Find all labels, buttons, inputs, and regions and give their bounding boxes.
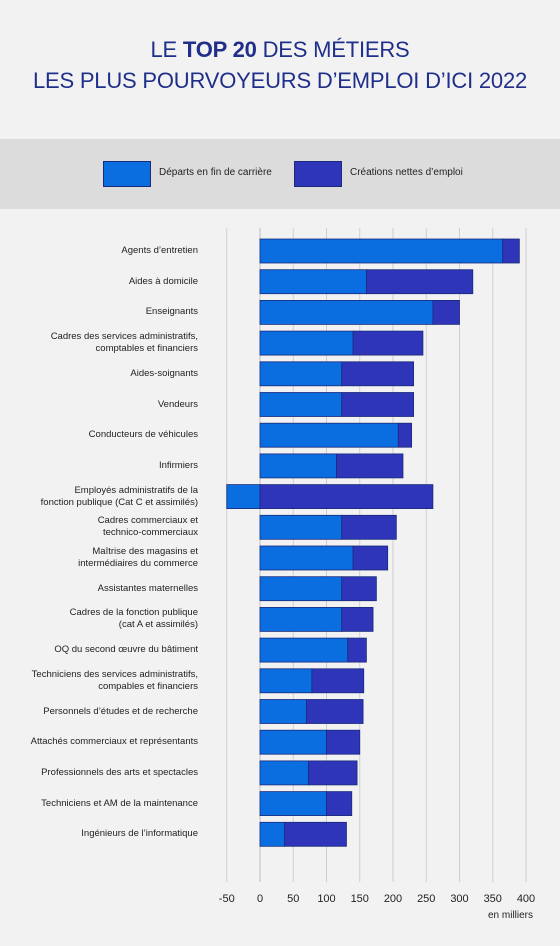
bar-departs (226, 484, 261, 510)
category-label: Cadres de la fonction publique (cat A et … (69, 607, 198, 631)
title-line-1: LE TOP 20 DES MÉTIERS (0, 34, 560, 65)
bar-departs (259, 668, 313, 694)
category-label: Conducteurs de véhicules (88, 429, 198, 441)
bar-departs (259, 361, 343, 387)
category-label: Aides à domicile (128, 275, 198, 287)
bar-creations (352, 545, 389, 571)
bar-creations (341, 361, 415, 387)
x-tick-label: 350 (484, 893, 502, 905)
bar-departs (259, 453, 337, 479)
bar-creations (397, 422, 413, 448)
x-tick-label: 200 (384, 893, 402, 905)
x-tick-label: 400 (517, 893, 535, 905)
bar-chart: -50 0 50 100 150 200 250 300 350 400 (219, 228, 535, 905)
bar-departs (259, 637, 349, 663)
x-tick-label: 250 (417, 893, 435, 905)
bar-creations (326, 791, 353, 816)
bar-departs (259, 699, 307, 724)
bar-departs (259, 422, 399, 448)
bar-creations (341, 606, 374, 632)
category-label: Vendeurs (157, 398, 198, 410)
bar-departs (259, 729, 327, 755)
bar-departs (259, 330, 354, 356)
legend: Départs en fin de carrière Créations net… (0, 139, 560, 209)
bar-departs (259, 576, 343, 602)
category-label: Maîtrise des magasins et intermédiaires d… (78, 546, 198, 569)
category-label: Cadres des services administratifs, compt… (50, 331, 198, 355)
bar-departs (259, 300, 434, 325)
category-label: Cadres commerciaux et technico-commerciau… (97, 515, 198, 539)
category-label: Enseignants (145, 306, 198, 318)
bar-creations (352, 330, 424, 356)
bar-departs (259, 545, 354, 571)
bar-creations (284, 821, 347, 847)
bar-creations (502, 238, 520, 264)
x-tick-label: 0 (257, 893, 263, 905)
bar-creations (432, 300, 460, 325)
bar-departs (259, 760, 309, 786)
legend-swatch-creations (294, 161, 342, 187)
x-tick-label: 300 (450, 893, 468, 905)
bar-departs (259, 238, 504, 264)
x-tick-label: 150 (351, 893, 369, 905)
bar-creations (341, 514, 397, 540)
bar-departs (259, 392, 343, 417)
bar-creations (341, 576, 377, 602)
bar-departs (259, 791, 327, 816)
x-tick-label: 50 (287, 893, 299, 905)
category-label: Infirmiers (158, 459, 198, 471)
category-label: OQ du second œuvre du bâtiment (54, 644, 198, 656)
bar-creations (365, 269, 474, 295)
chart-title: LE TOP 20 DES MÉTIERS LES PLUS POURVOYEU… (0, 34, 560, 96)
category-label: Employés administratifs de la fonction pu… (40, 484, 198, 508)
bar-creations (306, 699, 364, 724)
bar-departs (259, 269, 367, 295)
bar-departs (259, 821, 286, 847)
x-tick-label: 100 (317, 893, 335, 905)
bar-departs (259, 514, 343, 540)
title-prefix: LE (150, 37, 183, 62)
legend-swatch-departs (103, 161, 151, 187)
title-line-2: LES PLUS POURVOYEURS D’EMPLOI D’ICI 2022 (32, 68, 528, 93)
bar-creations (341, 392, 415, 417)
title-highlight: TOP 20 (182, 37, 257, 62)
x-axis-unit: en milliers (488, 910, 534, 921)
bar-creations (336, 453, 404, 479)
bar-creations (259, 484, 434, 510)
bar-departs (259, 606, 343, 632)
x-tick-label: -50 (219, 893, 235, 905)
bar-creations (311, 668, 365, 694)
category-label: Attachés commerciaux et représentants (30, 736, 198, 748)
legend-label-creations: Créations nettes d’emploi (350, 167, 463, 178)
bar-creations (347, 637, 367, 663)
bar-creations (326, 729, 361, 755)
bar-creations (308, 760, 358, 786)
category-label: Techniciens des services administratifs,… (31, 668, 198, 692)
legend-label-departs: Départs en fin de carrière (159, 167, 272, 178)
category-label: Agents d’entretien (121, 245, 198, 256)
category-label: Personnels d’études et de recherche (43, 705, 198, 717)
category-label: Professionnels des arts et spectacles (41, 766, 198, 778)
title-suffix: DES MÉTIERS (256, 37, 410, 62)
category-label: Techniciens et AM de la maintenance (41, 797, 198, 809)
category-label: Ingénieurs de l’informatique (81, 828, 198, 840)
category-label: Assistantes maternelles (97, 582, 198, 594)
category-label: Aides-soignants (130, 367, 198, 379)
